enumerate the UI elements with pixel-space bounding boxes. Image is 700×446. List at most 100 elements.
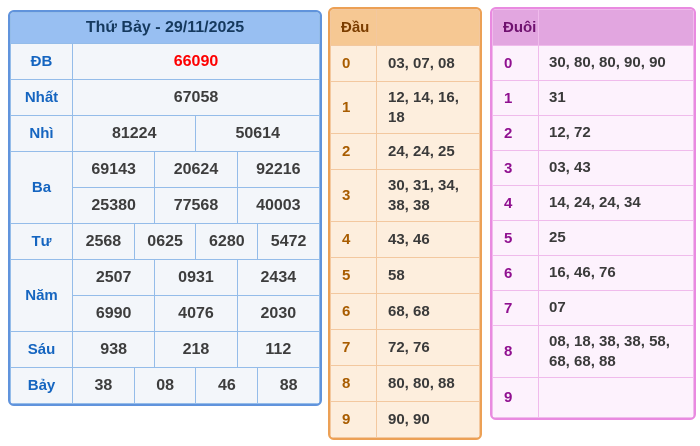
duoi-digit: 6 bbox=[492, 255, 539, 291]
duoi-digit: 3 bbox=[492, 150, 539, 186]
dau-header: Đầu bbox=[330, 9, 377, 46]
date-title: Thứ Bảy - 29/11/2025 bbox=[10, 12, 320, 44]
table-row: 2 12, 72 bbox=[492, 115, 694, 151]
duoi-digit: 2 bbox=[492, 115, 539, 151]
prize-cell: 46 bbox=[195, 367, 259, 404]
prize-cell: 2568 bbox=[72, 223, 135, 260]
table-row: 2 24, 24, 25 bbox=[330, 133, 480, 170]
dau-header-spacer bbox=[376, 9, 480, 46]
prize-cell: 6990 bbox=[71, 295, 156, 332]
duoi-digit: 7 bbox=[492, 290, 539, 326]
table-row: 25380 77568 40003 bbox=[11, 187, 320, 224]
table-row: 0 03, 07, 08 bbox=[330, 45, 480, 82]
duoi-values: 14, 24, 24, 34 bbox=[538, 185, 694, 221]
dau-values: 03, 07, 08 bbox=[376, 45, 480, 82]
table-row: 8 80, 80, 88 bbox=[330, 365, 480, 402]
dau-values: 24, 24, 25 bbox=[376, 133, 480, 170]
table-row: 6 68, 68 bbox=[330, 293, 480, 330]
prize-cell: 25380 bbox=[71, 187, 156, 224]
table-row: ĐB 66090 bbox=[10, 43, 320, 80]
prize-label-tu: Tư bbox=[10, 223, 73, 260]
table-row: Nhì 81224 50614 bbox=[10, 115, 320, 152]
prize-cell: 112 bbox=[236, 331, 320, 368]
table-row: Tư 2568 0625 6280 5472 bbox=[10, 223, 320, 260]
dau-digit: 0 bbox=[330, 45, 377, 82]
table-row: 4 14, 24, 24, 34 bbox=[492, 185, 694, 221]
duoi-values bbox=[538, 377, 694, 418]
prize-cell: 67058 bbox=[72, 79, 320, 116]
prize-cell: 77568 bbox=[154, 187, 238, 224]
duoi-digit: 5 bbox=[492, 220, 539, 256]
table-row: 5 58 bbox=[330, 257, 480, 294]
table-row: 6 16, 46, 76 bbox=[492, 255, 694, 291]
prize-db-value: 66090 bbox=[72, 43, 320, 80]
dau-values: 30, 31, 34, 38, 38 bbox=[376, 169, 480, 222]
prize-label-sau: Sáu bbox=[10, 331, 73, 368]
prize-cell: 938 bbox=[71, 331, 156, 368]
prize-cell: 08 bbox=[133, 367, 197, 404]
duoi-header-spacer bbox=[538, 9, 694, 46]
duoi-values: 12, 72 bbox=[538, 115, 694, 151]
dau-values: 43, 46 bbox=[376, 221, 480, 258]
dau-digit: 8 bbox=[330, 365, 377, 402]
dau-digit: 4 bbox=[330, 221, 377, 258]
prize-cell: 50614 bbox=[195, 115, 320, 152]
prize-label-db: ĐB bbox=[10, 43, 73, 80]
table-row: 1 31 bbox=[492, 80, 694, 116]
dau-values: 80, 80, 88 bbox=[376, 365, 480, 402]
duoi-digit: 8 bbox=[492, 325, 539, 378]
table-row: Đuôi bbox=[492, 9, 694, 46]
table-row: 9 bbox=[492, 377, 694, 418]
dau-digit: 1 bbox=[330, 81, 377, 134]
duoi-values: 16, 46, 76 bbox=[538, 255, 694, 291]
table-row: 7 72, 76 bbox=[330, 329, 480, 366]
table-row: 8 08, 18, 38, 38, 58, 68, 68, 88 bbox=[492, 325, 694, 378]
table-row: 1 12, 14, 16, 18 bbox=[330, 81, 480, 134]
duoi-digit: 0 bbox=[492, 45, 539, 81]
table-row: Đầu bbox=[330, 9, 480, 46]
prize-cell: 88 bbox=[257, 367, 320, 404]
duoi-digit: 1 bbox=[492, 80, 539, 116]
prize-cell: 38 bbox=[72, 367, 135, 404]
prize-label-ba: Ba bbox=[10, 151, 73, 224]
prize-cell: 20624 bbox=[154, 151, 238, 188]
dau-table: Đầu 0 03, 07, 08 1 12, 14, 16, 18 2 24, … bbox=[328, 7, 482, 440]
dau-values: 72, 76 bbox=[376, 329, 480, 366]
duoi-header: Đuôi bbox=[492, 9, 539, 46]
table-row: Sáu 938 218 112 bbox=[10, 331, 320, 368]
duoi-values: 30, 80, 80, 90, 90 bbox=[538, 45, 694, 81]
duoi-digit: 9 bbox=[492, 377, 539, 418]
duoi-values: 25 bbox=[538, 220, 694, 256]
prize-cell: 2434 bbox=[236, 259, 320, 296]
dau-values: 12, 14, 16, 18 bbox=[376, 81, 480, 134]
table-row: 6990 4076 2030 bbox=[11, 295, 320, 332]
prize-cell: 0625 bbox=[133, 223, 197, 260]
duoi-values: 08, 18, 38, 38, 58, 68, 68, 88 bbox=[538, 325, 694, 378]
dau-digit: 5 bbox=[330, 257, 377, 294]
prize-cell: 4076 bbox=[154, 295, 238, 332]
prize-cell: 69143 bbox=[71, 151, 156, 188]
table-row: 4 43, 46 bbox=[330, 221, 480, 258]
dau-values: 58 bbox=[376, 257, 480, 294]
duoi-table: Đuôi 0 30, 80, 80, 90, 90 1 31 2 12, 72 … bbox=[490, 7, 696, 420]
prize-label-nhat: Nhất bbox=[10, 79, 73, 116]
table-row: 3 03, 43 bbox=[492, 150, 694, 186]
dau-digit: 6 bbox=[330, 293, 377, 330]
prize-cell: 218 bbox=[154, 331, 238, 368]
dau-digit: 9 bbox=[330, 401, 377, 438]
table-row: Năm 2507 0931 2434 bbox=[10, 259, 320, 332]
dau-digit: 2 bbox=[330, 133, 377, 170]
duoi-values: 03, 43 bbox=[538, 150, 694, 186]
table-row: 3 30, 31, 34, 38, 38 bbox=[330, 169, 480, 222]
prize-cell: 2507 bbox=[71, 259, 156, 296]
prize-cell: 5472 bbox=[257, 223, 320, 260]
table-row: Thứ Bảy - 29/11/2025 bbox=[10, 12, 320, 44]
dau-values: 68, 68 bbox=[376, 293, 480, 330]
table-row: 0 30, 80, 80, 90, 90 bbox=[492, 45, 694, 81]
lottery-results-table: Thứ Bảy - 29/11/2025 ĐB 66090 Nhất 67058… bbox=[8, 10, 322, 406]
prize-label-nam: Năm bbox=[10, 259, 73, 332]
table-row: Ba 69143 20624 92216 bbox=[10, 151, 320, 224]
duoi-grid: Đuôi 0 30, 80, 80, 90, 90 1 31 2 12, 72 … bbox=[492, 9, 694, 418]
duoi-values: 07 bbox=[538, 290, 694, 326]
prize-cell: 40003 bbox=[236, 187, 320, 224]
